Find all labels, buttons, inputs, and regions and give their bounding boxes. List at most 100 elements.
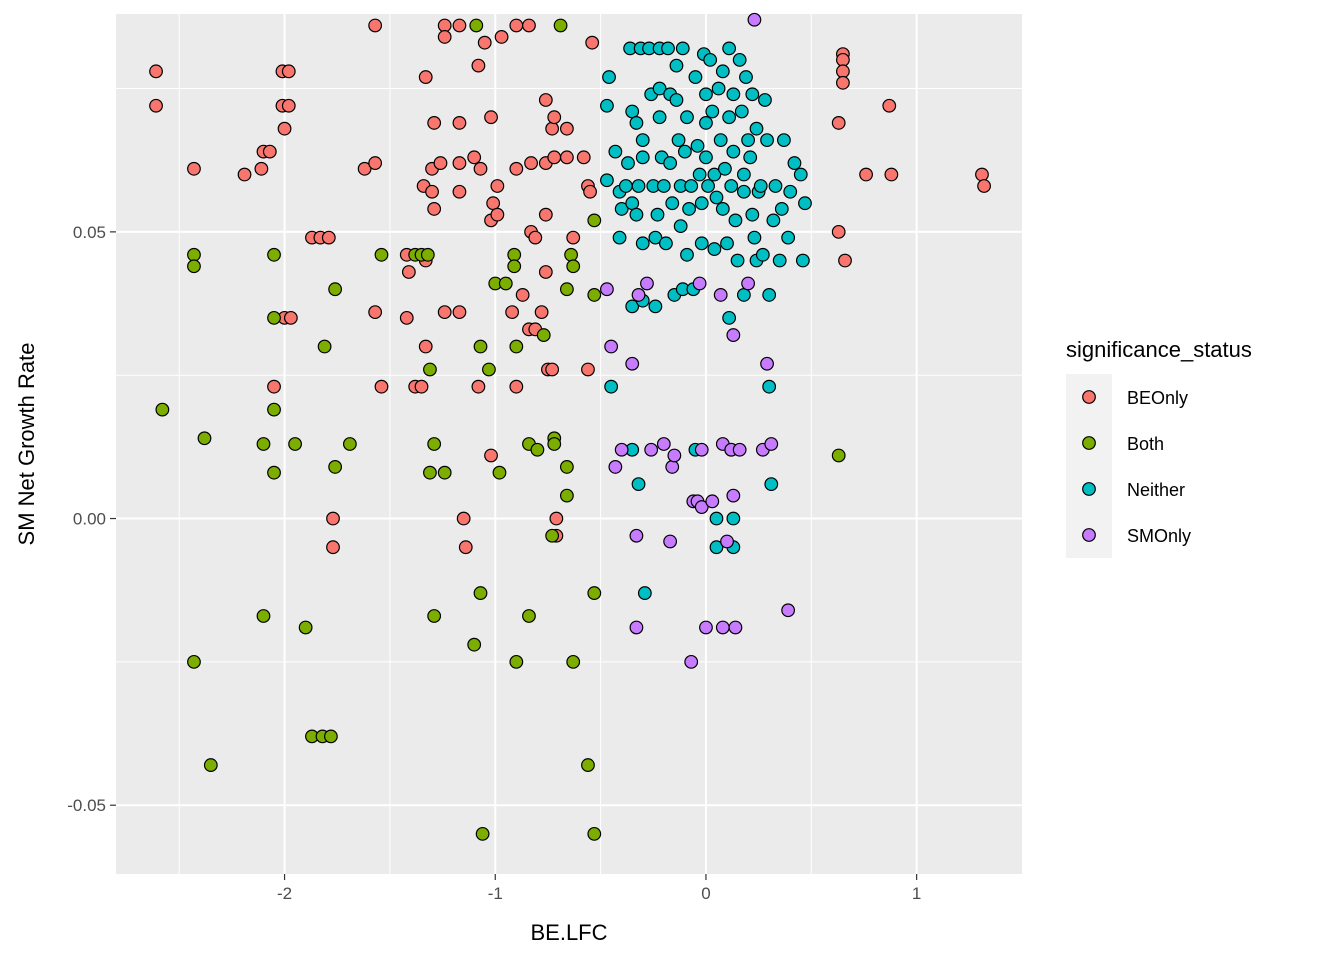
data-point-beonly (149, 98, 163, 113)
data-point-neither (736, 167, 751, 182)
data-point-smonly (705, 494, 720, 509)
data-point-neither (665, 196, 680, 211)
data-point-neither (648, 299, 663, 314)
data-point-neither (768, 179, 783, 193)
data-point-beonly (585, 35, 600, 50)
data-point-neither (726, 511, 741, 526)
data-point-both (423, 362, 437, 377)
legend-key-smonly (1082, 528, 1096, 542)
data-point-neither (650, 207, 665, 222)
data-point-neither (736, 288, 751, 302)
data-point-neither (675, 41, 690, 56)
data-point-neither (726, 144, 741, 159)
data-point-neither (635, 236, 650, 251)
data-point-both (267, 402, 281, 417)
data-point-neither (709, 511, 724, 526)
data-point-neither (680, 247, 694, 262)
data-point-neither (739, 70, 753, 84)
data-point-neither (625, 196, 640, 211)
data-point-beonly (471, 379, 486, 394)
data-point-both (298, 620, 313, 635)
data-point-neither (728, 213, 743, 228)
data-point-neither (722, 310, 737, 325)
data-point-beonly (425, 184, 439, 199)
data-point-smonly (604, 339, 619, 354)
data-point-neither (707, 242, 722, 256)
data-point-beonly (538, 265, 553, 279)
data-point-beonly (528, 230, 543, 245)
data-point-neither (741, 133, 755, 148)
data-point-both (427, 609, 442, 623)
data-point-neither (635, 150, 650, 165)
data-point-both (317, 339, 332, 354)
legend: significance_status BEOnly Both Neither SMO… (1066, 337, 1252, 558)
data-point-both (374, 247, 389, 262)
data-point-neither (709, 540, 724, 555)
data-point-beonly (283, 310, 298, 325)
data-point-neither (688, 70, 703, 84)
data-point-beonly (545, 121, 560, 136)
data-point-beonly (326, 540, 340, 555)
data-point-beonly (458, 540, 473, 555)
plot-panel (116, 14, 1022, 874)
data-point-smonly (663, 534, 678, 549)
data-point-neither (726, 87, 741, 102)
data-point-neither (652, 110, 667, 125)
data-point-neither (743, 150, 758, 165)
data-point-beonly (559, 121, 574, 136)
data-point-smonly (629, 620, 644, 635)
data-point-neither (724, 179, 739, 193)
data-point-neither (709, 190, 724, 205)
data-point-beonly (368, 305, 383, 320)
data-point-both (509, 339, 524, 354)
data-point-smonly (614, 442, 629, 457)
data-point-neither (629, 207, 644, 222)
data-point-both (155, 402, 170, 417)
data-point-beonly (484, 110, 498, 125)
data-point-neither (699, 150, 713, 165)
data-point-neither (798, 196, 812, 211)
data-point-neither (774, 202, 789, 216)
data-point-neither (656, 179, 671, 193)
y-axis-title: SM Net Growth Rate (14, 343, 39, 546)
data-point-beonly (149, 64, 163, 79)
legend-label-neither: Neither (1127, 480, 1185, 500)
data-point-neither (694, 196, 709, 211)
data-point-neither (766, 213, 781, 228)
data-point-neither (747, 230, 762, 245)
data-point-smonly (665, 460, 680, 474)
data-point-both (427, 437, 442, 451)
data-point-neither (699, 116, 713, 130)
data-point-neither (762, 288, 777, 302)
data-point-both (473, 339, 488, 354)
data-point-neither (604, 379, 619, 394)
data-point-neither (669, 58, 684, 73)
data-point-smonly (684, 654, 699, 669)
data-point-beonly (452, 18, 467, 33)
data-point-both (187, 259, 201, 274)
y-tick-label: 0.00 (73, 510, 106, 529)
legend-key-neither (1082, 482, 1096, 496)
data-point-beonly (427, 202, 442, 216)
data-point-both (587, 586, 602, 600)
data-point-beonly (522, 18, 536, 33)
data-point-beonly (831, 224, 846, 239)
data-point-neither (608, 144, 623, 159)
data-point-beonly (401, 265, 416, 279)
data-point-neither (730, 253, 745, 268)
data-point-beonly (547, 110, 562, 125)
data-point-both (566, 259, 581, 274)
data-point-both (530, 442, 545, 457)
data-point-neither (625, 299, 640, 314)
data-point-beonly (456, 511, 471, 526)
data-point-neither (699, 87, 713, 102)
data-point-smonly (600, 282, 614, 297)
data-point-beonly (859, 167, 873, 182)
data-point-smonly (656, 437, 671, 451)
data-point-smonly (667, 448, 682, 463)
data-point-neither (793, 167, 808, 182)
data-point-beonly (437, 305, 452, 320)
data-point-both (437, 465, 452, 480)
data-point-beonly (357, 161, 372, 176)
